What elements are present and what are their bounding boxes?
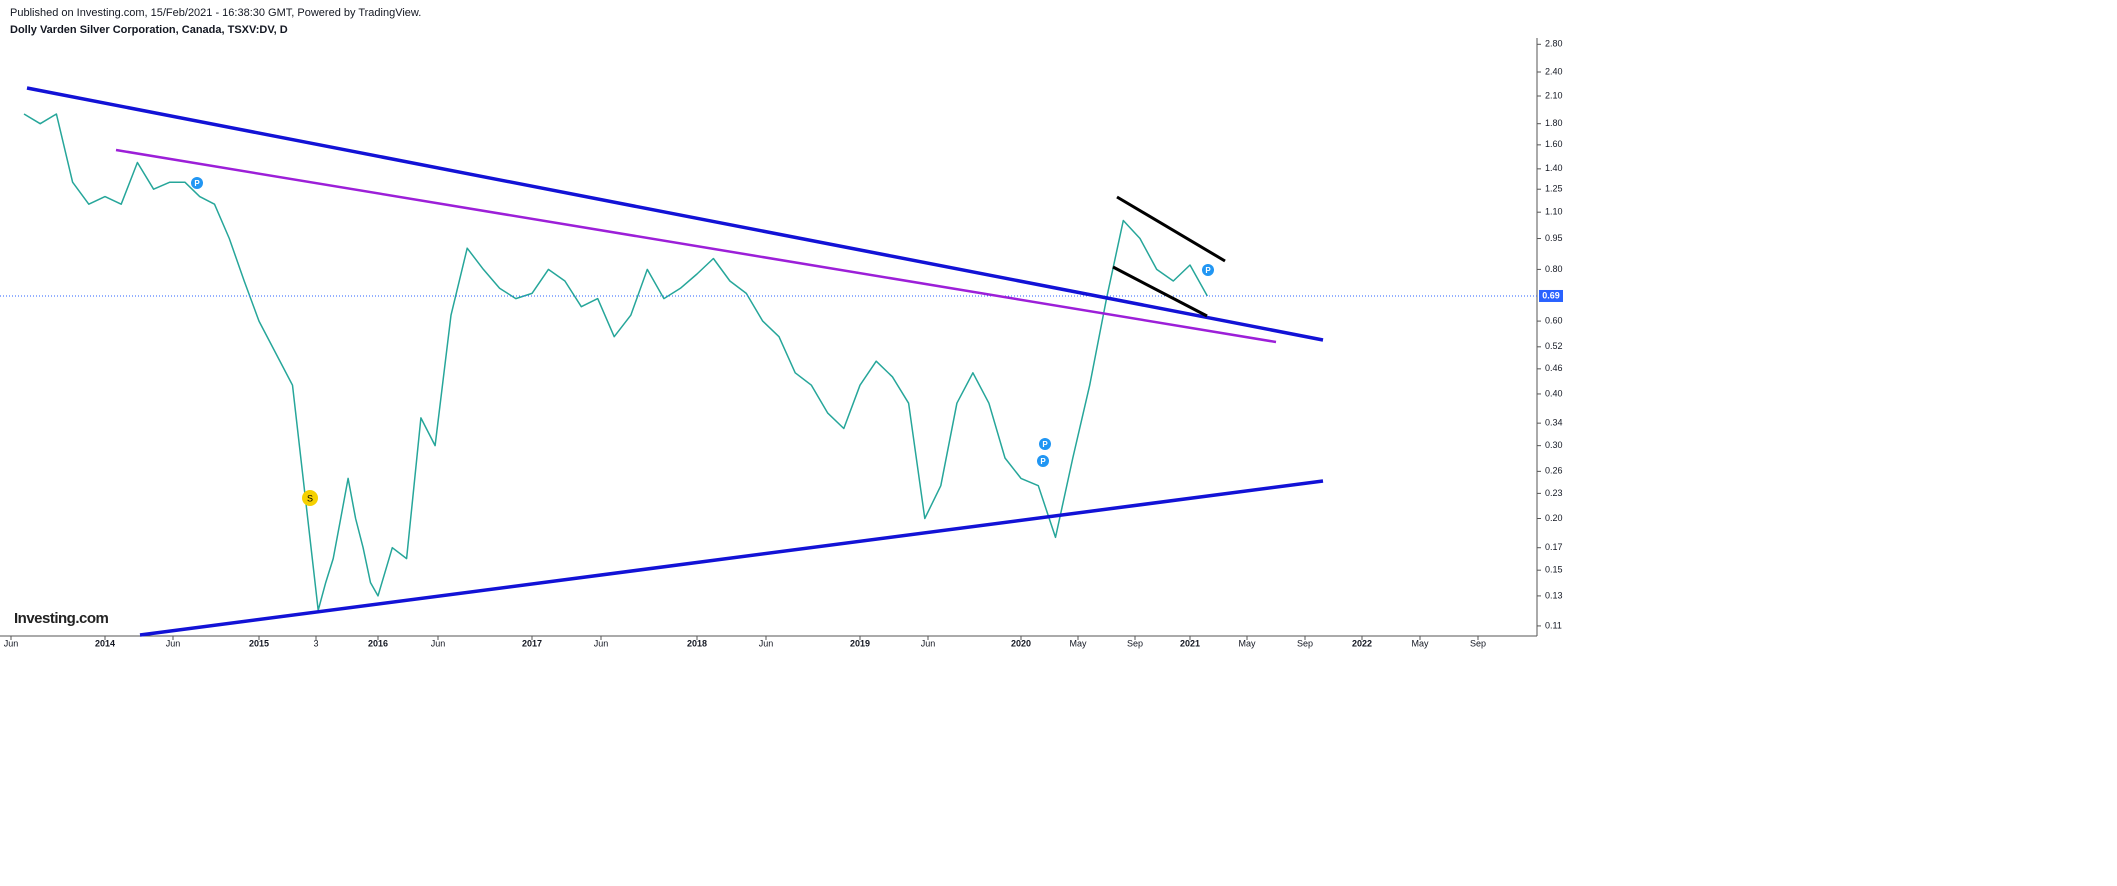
x-tick-label: 2022 — [1352, 638, 1372, 648]
plot — [0, 113, 1537, 612]
x-tick-label: 2019 — [850, 638, 870, 648]
x-tick-label: Jun — [921, 638, 936, 648]
event-label: P — [1042, 440, 1048, 449]
y-tick-label: 0.20 — [1545, 513, 1563, 523]
event-label: S — [307, 493, 313, 503]
y-tick-label: 0.11 — [1545, 620, 1562, 630]
y-tick-label: 0.23 — [1545, 488, 1563, 498]
x-tick-label: Jun — [759, 638, 774, 648]
event-marker[interactable] — [302, 490, 318, 506]
y-tick-label: 0.60 — [1545, 315, 1563, 325]
x-tick-label: Jun — [4, 638, 19, 648]
y-tick-label: 1.25 — [1545, 184, 1563, 194]
x-tick-label: 2017 — [522, 638, 542, 648]
y-tick-label: 1.80 — [1545, 118, 1563, 128]
x-tick-label: 3 — [313, 638, 318, 648]
y-tick-label: 2.40 — [1545, 66, 1563, 76]
trendlines — [26, 86, 1324, 637]
y-tick-label: 1.60 — [1545, 139, 1563, 149]
x-tick-label: 2020 — [1011, 638, 1031, 648]
x-tick-label: May — [1411, 638, 1429, 648]
y-tick-label: 2.80 — [1545, 39, 1563, 49]
x-tick-label: Sep — [1297, 638, 1313, 648]
y-tick-label: 0.52 — [1545, 341, 1563, 351]
trendline — [139, 479, 1324, 637]
event-marker[interactable] — [1039, 438, 1051, 450]
watermark: Investing.com — [14, 610, 109, 627]
last-price-label: 0.69 — [1542, 290, 1560, 300]
y-tick-label: 2.10 — [1545, 90, 1563, 100]
x-tick-label: 2014 — [95, 638, 115, 648]
event-marker[interactable] — [1037, 455, 1049, 467]
y-tick-label: 0.80 — [1545, 264, 1563, 274]
y-tick-label: 0.40 — [1545, 388, 1563, 398]
x-tick-label: Jun — [166, 638, 181, 648]
last-price-box — [1539, 289, 1563, 302]
x-tick-label: May — [1069, 638, 1087, 648]
y-tick-label: 0.26 — [1545, 466, 1563, 476]
trendline — [26, 86, 1324, 342]
channel-line — [1116, 195, 1226, 263]
chart-title: Dolly Varden Silver Corporation, Canada,… — [10, 24, 288, 36]
y-tick-label: 0.46 — [1545, 363, 1563, 373]
y-tick-label: 0.34 — [1545, 418, 1563, 428]
event-marker[interactable] — [191, 177, 203, 189]
x-tick-label: Sep — [1127, 638, 1143, 648]
y-tick-label: 0.17 — [1545, 542, 1563, 552]
y-tick-label: 0.30 — [1545, 440, 1563, 450]
x-tick-label: Jun — [431, 638, 446, 648]
x-tick-label: May — [1238, 638, 1256, 648]
y-tick-label: 0.95 — [1545, 233, 1563, 243]
event-label: P — [1040, 457, 1046, 466]
event-markers: P S P P P — [191, 177, 1214, 506]
trendline — [115, 148, 1277, 344]
event-marker[interactable] — [1202, 264, 1214, 276]
x-tick-label: 2018 — [687, 638, 707, 648]
y-tick-label: 1.40 — [1545, 163, 1563, 173]
event-label: P — [1205, 266, 1211, 275]
event-label: P — [194, 179, 200, 188]
y-tick-label: 0.15 — [1545, 565, 1563, 575]
x-tick-label: Jun — [594, 638, 609, 648]
channel-line — [1112, 265, 1208, 318]
y-tick-label: 1.10 — [1545, 207, 1563, 217]
published-note: Published on Investing.com, 15/Feb/2021 … — [10, 7, 421, 19]
y-tick-label: 0.13 — [1545, 590, 1563, 600]
price-line — [23, 113, 1208, 612]
x-tick-label: 2015 — [249, 638, 269, 648]
x-tick-label: 2016 — [368, 638, 388, 648]
x-tick-label: 2021 — [1180, 638, 1200, 648]
x-tick-label: Sep — [1470, 638, 1486, 648]
